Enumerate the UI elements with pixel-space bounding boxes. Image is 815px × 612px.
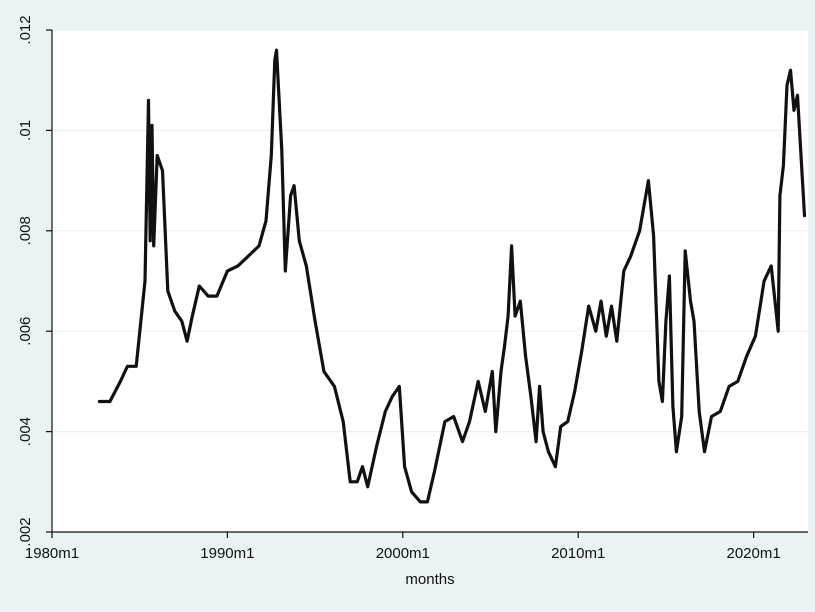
plot-area xyxy=(52,30,808,532)
x-axis-title: months xyxy=(405,571,454,588)
y-gridlines xyxy=(52,29,808,433)
x-tick-label: 2000m1 xyxy=(376,545,430,562)
y-tick-label: .006 xyxy=(17,317,34,346)
y-tick-label: .002 xyxy=(17,517,34,546)
y-tick-label: .004 xyxy=(17,417,34,446)
y-axis: .002 .004 .006 .008 .01 .012 xyxy=(17,15,53,547)
x-axis: 1980m1 1990m1 2000m1 2010m1 2020m1 xyxy=(25,531,808,562)
x-tick-label: 2020m1 xyxy=(727,545,781,562)
y-tick-label: .008 xyxy=(17,216,34,245)
series-layer xyxy=(97,48,807,504)
series-line-0 xyxy=(97,48,807,504)
x-tick-label: 2010m1 xyxy=(551,545,605,562)
y-tick-label: .012 xyxy=(17,15,34,44)
y-tick-label: .01 xyxy=(17,120,34,141)
x-tick-label: 1980m1 xyxy=(25,545,79,562)
x-tick-label: 1990m1 xyxy=(200,545,254,562)
